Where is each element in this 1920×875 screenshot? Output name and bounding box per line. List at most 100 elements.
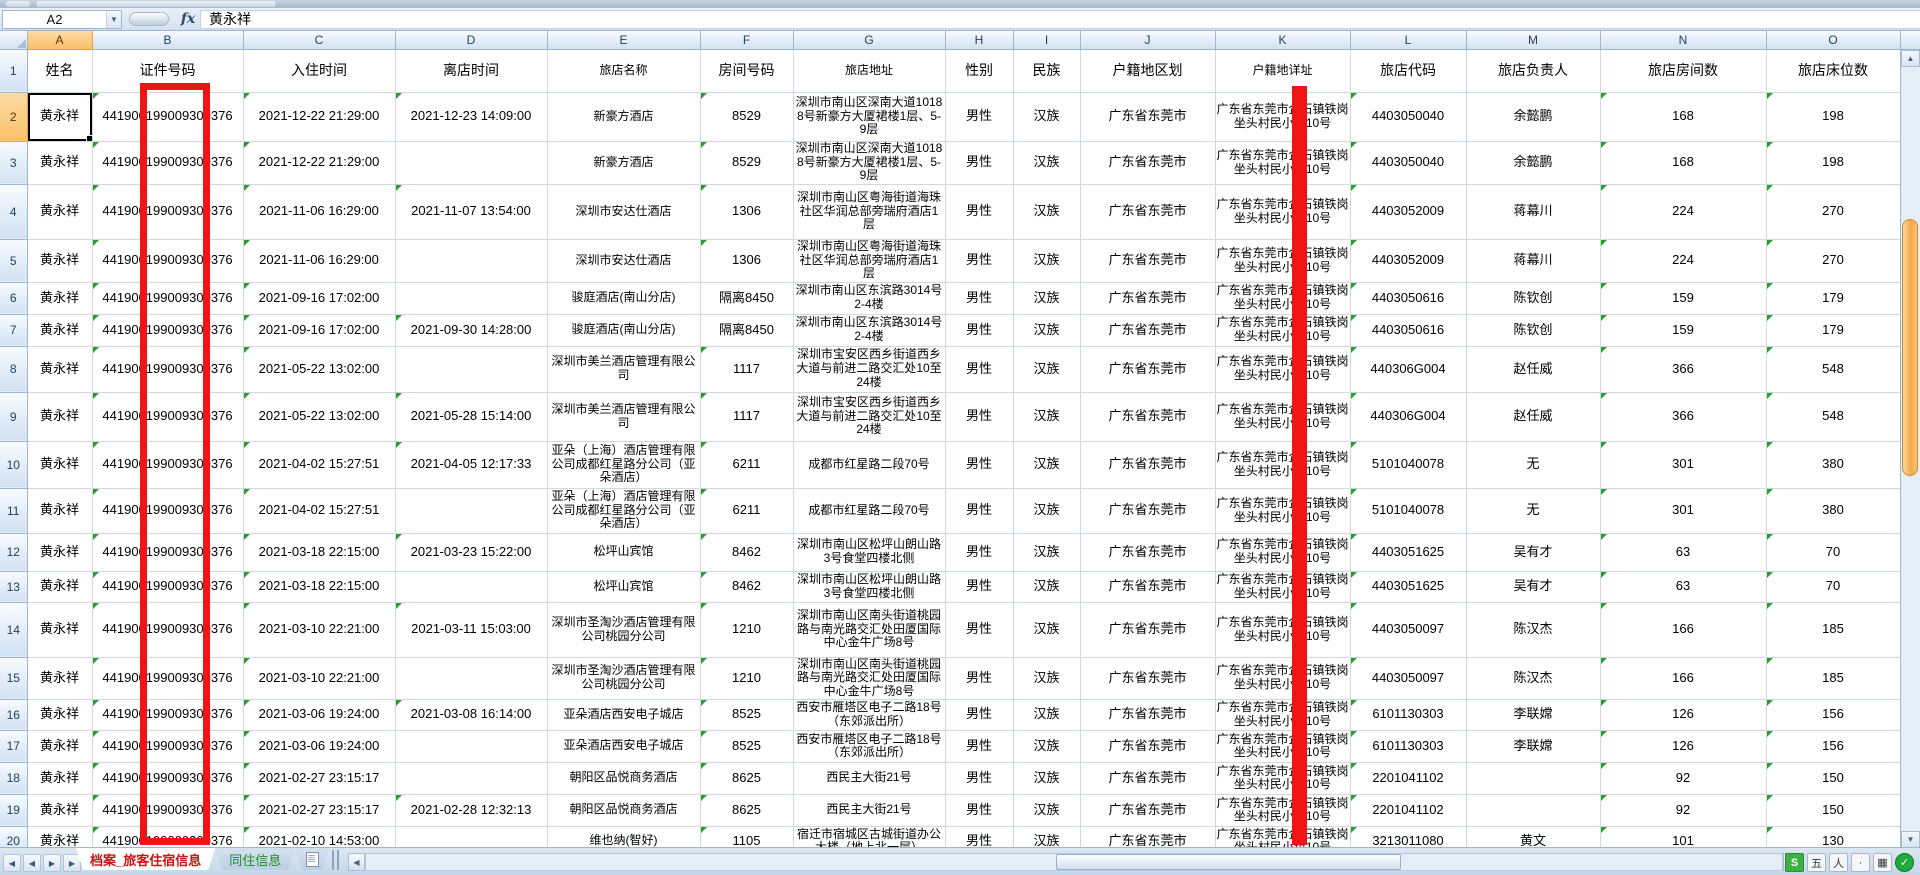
cell-K11[interactable]: 广东省东莞市企石镇铁岗坐头村民小组10号 bbox=[1215, 488, 1351, 534]
formula-bar-handle[interactable] bbox=[129, 12, 169, 26]
cell-K6[interactable]: 广东省东莞市企石镇铁岗坐头村民小组10号 bbox=[1215, 282, 1351, 315]
cell-B15[interactable]: 441900199009300376 bbox=[92, 657, 244, 700]
cell-B2[interactable]: 441900199009300376 bbox=[92, 92, 244, 142]
cell-F5[interactable]: 1306 bbox=[700, 239, 794, 283]
cell-H2[interactable]: 男性 bbox=[945, 92, 1014, 142]
cell-M5[interactable]: 蒋幕川 bbox=[1466, 239, 1601, 283]
cell-E16[interactable]: 亚朵酒店西安电子城店 bbox=[547, 699, 701, 731]
cell-C9[interactable]: 2021-05-22 13:02:00 bbox=[243, 392, 396, 442]
cell-M16[interactable]: 李联嫦 bbox=[1466, 699, 1601, 731]
sheet-tab-cohabitant-info[interactable]: 同住信息 bbox=[215, 848, 295, 870]
cell-I19[interactable]: 汉族 bbox=[1013, 794, 1081, 827]
cell-J13[interactable]: 广东省东莞市 bbox=[1080, 571, 1216, 603]
cell-G12[interactable]: 深圳市南山区松坪山朗山路3号食堂四楼北侧 bbox=[793, 533, 946, 572]
cell-H16[interactable]: 男性 bbox=[945, 699, 1014, 731]
row-header-6[interactable]: 6 bbox=[0, 282, 28, 315]
cell-B8[interactable]: 441900199009300376 bbox=[92, 346, 244, 393]
cell-I3[interactable]: 汉族 bbox=[1013, 141, 1081, 185]
cell-I5[interactable]: 汉族 bbox=[1013, 239, 1081, 283]
formula-input[interactable]: 黄永祥 bbox=[200, 9, 1920, 29]
cell-K4[interactable]: 广东省东莞市企石镇铁岗坐头村民小组10号 bbox=[1215, 184, 1351, 240]
cell-C3[interactable]: 2021-12-22 21:29:00 bbox=[243, 141, 396, 185]
cell-L17[interactable]: 6101130303 bbox=[1350, 730, 1467, 763]
cell-A20[interactable]: 黄永祥 bbox=[27, 826, 93, 847]
cell-B9[interactable]: 441900199009300376 bbox=[92, 392, 244, 442]
column-header-E[interactable]: E bbox=[547, 31, 701, 50]
cell-H7[interactable]: 男性 bbox=[945, 314, 1014, 347]
cell-M12[interactable]: 吴有才 bbox=[1466, 533, 1601, 572]
cell-F1[interactable]: 房间号码 bbox=[700, 49, 794, 93]
cell-J20[interactable]: 广东省东莞市 bbox=[1080, 826, 1216, 847]
cell-M18[interactable] bbox=[1466, 762, 1601, 795]
cell-E12[interactable]: 松坪山宾馆 bbox=[547, 533, 701, 572]
cell-L15[interactable]: 4403050097 bbox=[1350, 657, 1467, 700]
cell-O3[interactable]: 198 bbox=[1766, 141, 1900, 185]
cell-F13[interactable]: 8462 bbox=[700, 571, 794, 603]
cell-C16[interactable]: 2021-03-06 19:24:00 bbox=[243, 699, 396, 731]
cell-D9[interactable]: 2021-05-28 15:14:00 bbox=[395, 392, 548, 442]
column-header-L[interactable]: L bbox=[1350, 31, 1467, 50]
cell-O13[interactable]: 70 bbox=[1766, 571, 1900, 603]
cell-N4[interactable]: 224 bbox=[1600, 184, 1767, 240]
cell-B5[interactable]: 441900199009300376 bbox=[92, 239, 244, 283]
next-sheet-icon[interactable]: ▶ bbox=[43, 854, 61, 872]
row-header-20[interactable]: 20 bbox=[0, 826, 28, 847]
row-header-5[interactable]: 5 bbox=[0, 239, 28, 283]
cell-E13[interactable]: 松坪山宾馆 bbox=[547, 571, 701, 603]
cell-A5[interactable]: 黄永祥 bbox=[27, 239, 93, 283]
cell-N19[interactable]: 92 bbox=[1600, 794, 1767, 827]
cell-J9[interactable]: 广东省东莞市 bbox=[1080, 392, 1216, 442]
row-header-18[interactable]: 18 bbox=[0, 762, 28, 795]
row-header-17[interactable]: 17 bbox=[0, 730, 28, 763]
cell-F8[interactable]: 1117 bbox=[700, 346, 794, 393]
cell-H9[interactable]: 男性 bbox=[945, 392, 1014, 442]
cell-I15[interactable]: 汉族 bbox=[1013, 657, 1081, 700]
cell-G17[interactable]: 西安市雁塔区电子二路18号（东郊派出所） bbox=[793, 730, 946, 763]
cell-D3[interactable] bbox=[395, 141, 548, 185]
cell-L19[interactable]: 2201041102 bbox=[1350, 794, 1467, 827]
cell-M6[interactable]: 陈钦创 bbox=[1466, 282, 1601, 315]
cell-N7[interactable]: 159 bbox=[1600, 314, 1767, 347]
cell-K15[interactable]: 广东省东莞市企石镇铁岗坐头村民小组10号 bbox=[1215, 657, 1351, 700]
cell-F10[interactable]: 6211 bbox=[700, 441, 794, 489]
cell-O8[interactable]: 548 bbox=[1766, 346, 1900, 393]
insert-worksheet-tab[interactable] bbox=[295, 848, 329, 870]
column-header-A[interactable]: A bbox=[27, 31, 93, 50]
cell-C2[interactable]: 2021-12-22 21:29:00 bbox=[243, 92, 396, 142]
cell-H19[interactable]: 男性 bbox=[945, 794, 1014, 827]
cell-E1[interactable]: 旅店名称 bbox=[547, 49, 701, 93]
ime-keyboard-icon[interactable]: ▦ bbox=[1873, 853, 1892, 872]
cell-I2[interactable]: 汉族 bbox=[1013, 92, 1081, 142]
cell-D11[interactable] bbox=[395, 488, 548, 534]
cell-O10[interactable]: 380 bbox=[1766, 441, 1900, 489]
cell-J16[interactable]: 广东省东莞市 bbox=[1080, 699, 1216, 731]
cell-K14[interactable]: 广东省东莞市企石镇铁岗坐头村民小组10号 bbox=[1215, 602, 1351, 658]
cell-N18[interactable]: 92 bbox=[1600, 762, 1767, 795]
cell-O6[interactable]: 179 bbox=[1766, 282, 1900, 315]
row-header-12[interactable]: 12 bbox=[0, 533, 28, 572]
cell-N8[interactable]: 366 bbox=[1600, 346, 1767, 393]
cell-C6[interactable]: 2021-09-16 17:02:00 bbox=[243, 282, 396, 315]
column-header-K[interactable]: K bbox=[1215, 31, 1351, 50]
cell-J8[interactable]: 广东省东莞市 bbox=[1080, 346, 1216, 393]
cell-O16[interactable]: 156 bbox=[1766, 699, 1900, 731]
cell-I1[interactable]: 民族 bbox=[1013, 49, 1081, 93]
cell-J2[interactable]: 广东省东莞市 bbox=[1080, 92, 1216, 142]
cell-N15[interactable]: 166 bbox=[1600, 657, 1767, 700]
cell-D4[interactable]: 2021-11-07 13:54:00 bbox=[395, 184, 548, 240]
cell-D14[interactable]: 2021-03-11 15:03:00 bbox=[395, 602, 548, 658]
cell-L16[interactable]: 6101130303 bbox=[1350, 699, 1467, 731]
cell-C17[interactable]: 2021-03-06 19:24:00 bbox=[243, 730, 396, 763]
cell-J1[interactable]: 户籍地区划 bbox=[1080, 49, 1216, 93]
cell-I9[interactable]: 汉族 bbox=[1013, 392, 1081, 442]
cell-O1[interactable]: 旅店床位数 bbox=[1766, 49, 1900, 93]
cell-B13[interactable]: 441900199009300376 bbox=[92, 571, 244, 603]
column-header-B[interactable]: B bbox=[92, 31, 244, 50]
cell-D16[interactable]: 2021-03-08 16:14:00 bbox=[395, 699, 548, 731]
cell-D8[interactable] bbox=[395, 346, 548, 393]
cell-A7[interactable]: 黄永祥 bbox=[27, 314, 93, 347]
cell-C11[interactable]: 2021-04-02 15:27:51 bbox=[243, 488, 396, 534]
cell-C20[interactable]: 2021-02-10 14:53:00 bbox=[243, 826, 396, 847]
cell-L1[interactable]: 旅店代码 bbox=[1350, 49, 1467, 93]
cell-A6[interactable]: 黄永祥 bbox=[27, 282, 93, 315]
